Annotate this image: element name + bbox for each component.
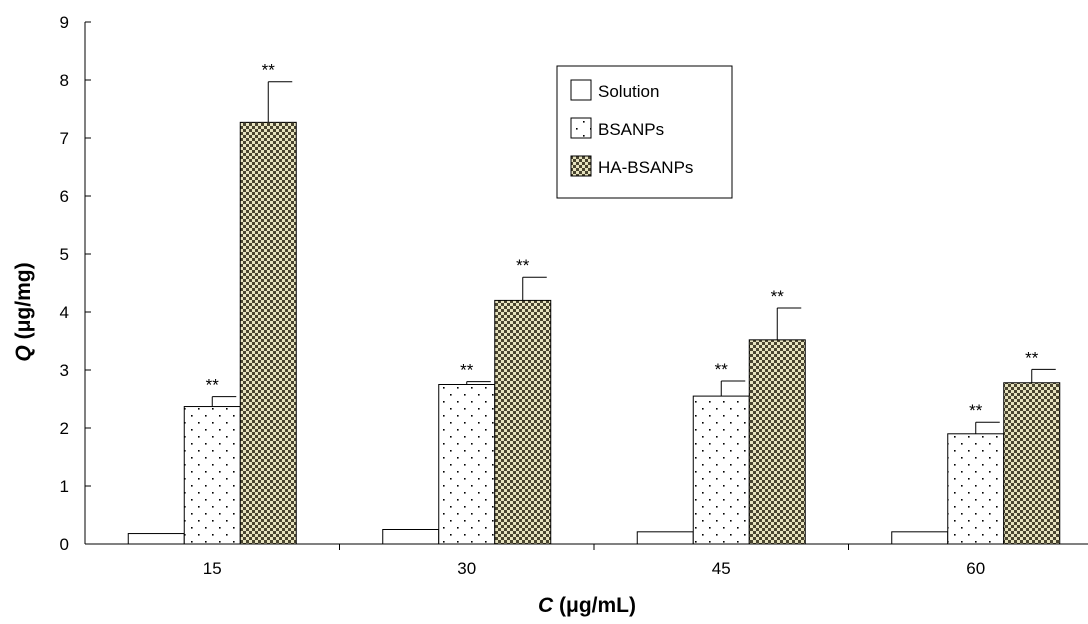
- bar: [636, 531, 694, 545]
- y-tick-label: 9: [60, 13, 69, 32]
- y-axis-title: Q (μg/mg): [12, 262, 35, 361]
- x-tick-label: 45: [712, 559, 731, 578]
- bar: [891, 531, 949, 545]
- bar: [947, 433, 1005, 545]
- bars: ** ** ** ** ** ** ** **: [127, 61, 1061, 545]
- significance-label: **: [715, 360, 729, 379]
- significance-label: **: [206, 376, 220, 395]
- x-axis-unit: (μg/mL): [553, 594, 636, 617]
- legend-swatch: [570, 117, 592, 139]
- y-tick-label: 5: [60, 245, 69, 264]
- bar: [239, 121, 297, 545]
- bar: [1003, 382, 1061, 545]
- significance-label: **: [1025, 348, 1039, 367]
- y-tick-label: 6: [60, 187, 69, 206]
- y-tick-label: 1: [60, 477, 69, 496]
- y-tick-label: 4: [60, 303, 69, 322]
- legend-label: HA-BSANPs: [598, 158, 693, 177]
- bar: [692, 395, 750, 545]
- significance-label: **: [516, 256, 530, 275]
- legend: Solution BSANPs HA-BSANPs: [556, 65, 733, 199]
- significance-label: **: [969, 401, 983, 420]
- y-tick-label: 3: [60, 361, 69, 380]
- significance-label: **: [460, 361, 474, 380]
- x-axis-title: C (μg/mL): [538, 594, 636, 617]
- significance-label: **: [771, 287, 785, 306]
- y-tick-label: 0: [60, 535, 69, 554]
- y-axis-symbol: Q: [12, 345, 35, 361]
- x-axis-symbol: C: [538, 594, 554, 617]
- bar: [748, 339, 806, 545]
- legend-swatch: [570, 79, 592, 101]
- bar: [494, 299, 552, 545]
- bar: [183, 406, 241, 545]
- y-tick-label: 7: [60, 129, 69, 148]
- x-tick-label: 15: [203, 559, 222, 578]
- x-tick-label: 60: [966, 559, 985, 578]
- bar: [127, 533, 185, 545]
- legend-label: BSANPs: [598, 120, 664, 139]
- y-tick-label: 2: [60, 419, 69, 438]
- x-tick-label: 30: [457, 559, 476, 578]
- y-axis-unit: (μg/mg): [12, 262, 35, 345]
- bar: [438, 384, 496, 545]
- legend-label: Solution: [598, 82, 659, 101]
- y-tick-label: 8: [60, 71, 69, 90]
- legend-swatch: [570, 155, 592, 177]
- significance-label: **: [262, 61, 276, 80]
- bar: [382, 529, 440, 545]
